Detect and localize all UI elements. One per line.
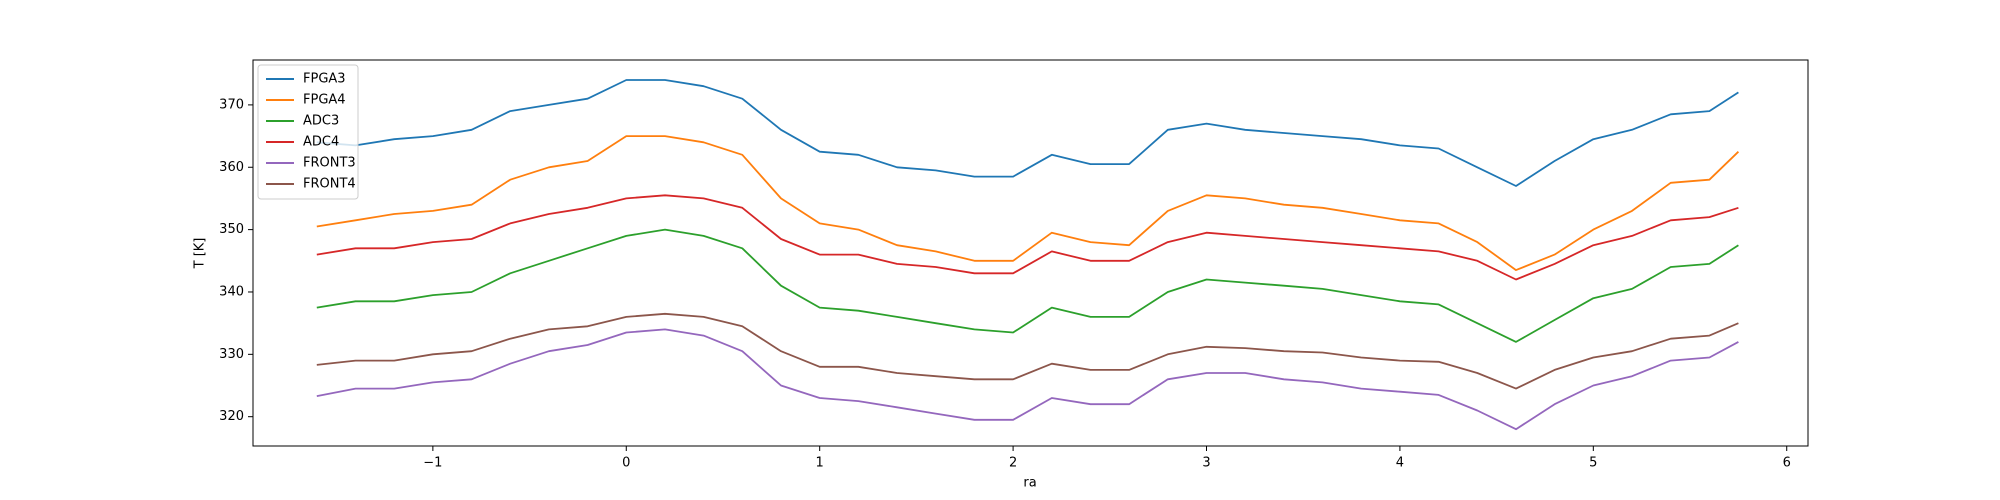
y-tick-label: 360 xyxy=(219,160,244,175)
x-tick-label: 5 xyxy=(1589,456,1597,471)
series-line xyxy=(316,228,1739,343)
legend-label: ADC3 xyxy=(303,114,339,129)
series-line xyxy=(316,328,1739,431)
legend-label: FPGA3 xyxy=(303,72,346,87)
legend-label: FRONT3 xyxy=(303,156,356,171)
y-tick-label: 320 xyxy=(219,409,244,424)
y-tick-label: 330 xyxy=(219,347,244,362)
x-tick-label: 4 xyxy=(1396,456,1404,471)
legend-label: FRONT4 xyxy=(303,177,356,192)
x-tick-label: 2 xyxy=(1009,456,1017,471)
y-axis-label: T [K] xyxy=(193,238,208,270)
plot-frame xyxy=(252,59,1809,447)
series-line xyxy=(316,79,1739,187)
series-line xyxy=(316,135,1740,271)
legend-label: FPGA4 xyxy=(303,93,346,108)
x-tick-label: 3 xyxy=(1202,456,1210,471)
y-tick-label: 340 xyxy=(219,284,244,299)
x-tick-label: 6 xyxy=(1783,456,1791,471)
legend-label: ADC4 xyxy=(303,135,339,150)
x-axis-label: ra xyxy=(1023,476,1036,491)
x-tick-label: 0 xyxy=(622,456,630,471)
y-tick-label: 370 xyxy=(219,97,244,112)
x-tick-label: −1 xyxy=(423,456,442,471)
x-tick-label: 1 xyxy=(816,456,824,471)
legend-box xyxy=(257,64,359,200)
series-line xyxy=(316,312,1739,390)
series-line xyxy=(316,194,1739,281)
y-tick-label: 350 xyxy=(219,222,244,237)
